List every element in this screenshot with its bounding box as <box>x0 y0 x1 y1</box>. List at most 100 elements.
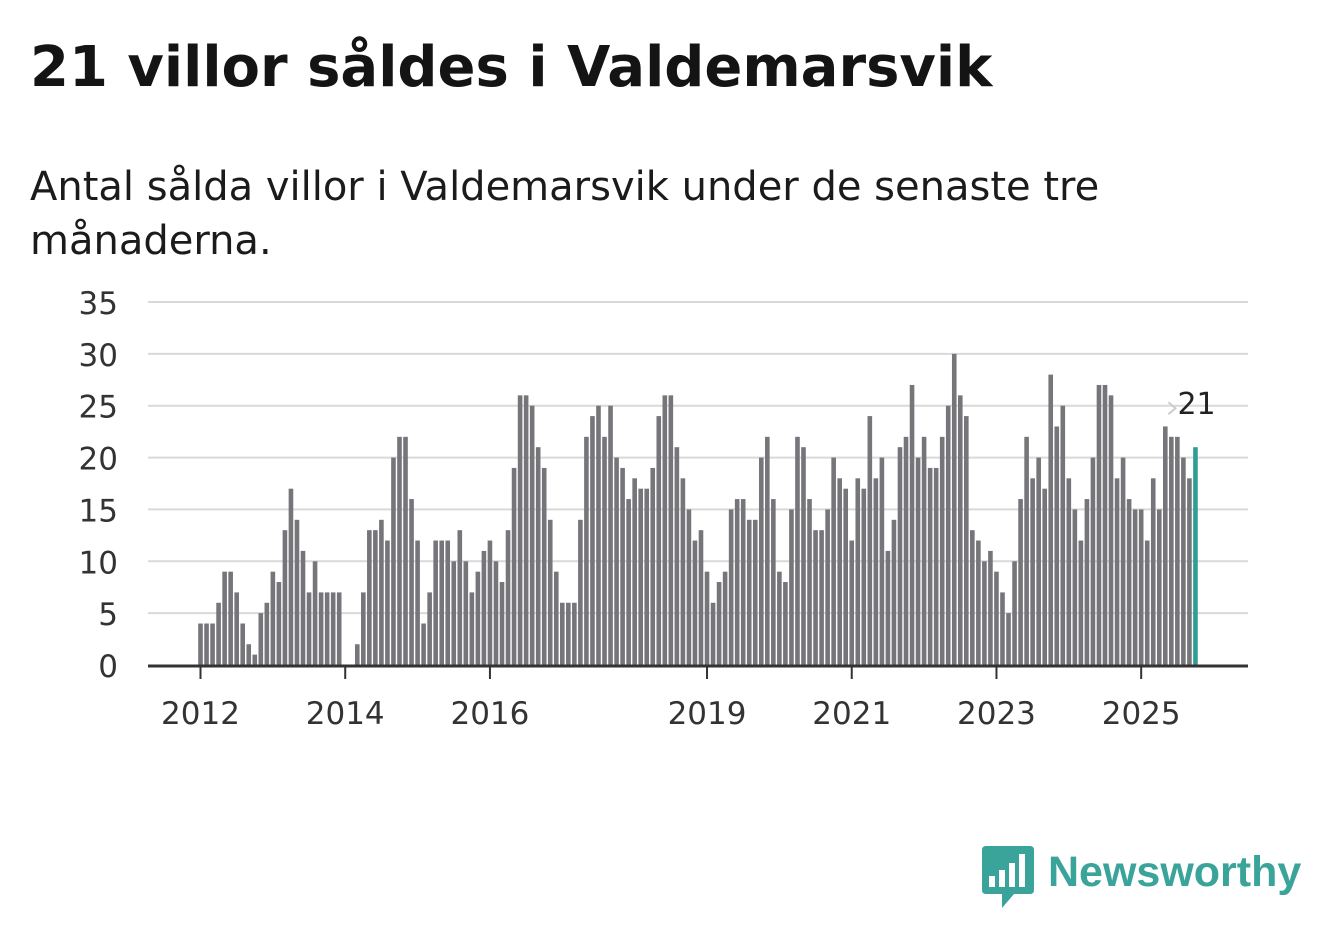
bar <box>481 550 487 665</box>
bar <box>1132 509 1138 665</box>
bar <box>499 582 505 665</box>
bar <box>765 436 770 665</box>
bar <box>1175 436 1180 665</box>
bar <box>885 550 891 665</box>
bar <box>752 519 758 665</box>
bar <box>933 467 939 665</box>
bar <box>674 447 680 665</box>
bar <box>945 405 951 665</box>
bar <box>1084 499 1090 665</box>
bar <box>330 592 336 665</box>
bar <box>523 395 529 665</box>
bar <box>873 478 879 665</box>
bar <box>433 540 438 665</box>
bar <box>445 540 451 665</box>
bar <box>596 405 601 665</box>
bar <box>831 457 836 665</box>
bar <box>861 488 867 665</box>
y-tick-label: 30 <box>79 338 118 374</box>
bar <box>964 416 969 665</box>
bar <box>409 499 414 665</box>
bar <box>1072 509 1078 665</box>
bar <box>354 644 360 665</box>
bar <box>553 571 559 665</box>
bar <box>505 530 511 665</box>
y-tick-label: 25 <box>79 390 118 426</box>
bar <box>276 582 282 665</box>
bar <box>560 602 565 665</box>
bars <box>198 353 1198 665</box>
bar <box>318 592 324 665</box>
bar <box>608 405 613 665</box>
bar <box>463 561 469 665</box>
bar <box>529 405 535 665</box>
bar <box>970 530 975 665</box>
bar <box>903 436 909 665</box>
bar-chart-bubble-icon <box>982 846 1034 908</box>
bar <box>1066 478 1072 665</box>
bar <box>783 582 788 665</box>
bar <box>300 550 306 665</box>
bar <box>927 467 933 665</box>
bar <box>403 436 408 665</box>
bar <box>813 530 818 665</box>
bar <box>397 436 402 665</box>
bar <box>686 509 692 665</box>
bar <box>704 571 710 665</box>
x-axis-labels: 2012 2014 2016 2019 2021 2023 2025 <box>161 667 1181 732</box>
x-tick-label: 2021 <box>812 696 891 732</box>
bar <box>584 436 589 665</box>
bar <box>1144 540 1150 665</box>
bar <box>680 478 686 665</box>
bar <box>879 457 885 665</box>
bar <box>728 509 734 665</box>
bar <box>1018 499 1023 665</box>
bar <box>541 467 547 665</box>
bar-latest <box>1193 447 1198 665</box>
bar <box>1060 405 1066 665</box>
bar <box>1012 561 1017 665</box>
annotations: 21 <box>1167 387 1216 422</box>
bar <box>511 467 517 665</box>
bar <box>234 592 239 665</box>
bar <box>988 550 993 665</box>
bar <box>614 457 619 665</box>
bar <box>891 519 897 665</box>
bar <box>692 540 698 665</box>
bar <box>294 519 300 665</box>
bar <box>1078 540 1084 665</box>
bar <box>1036 457 1041 665</box>
bar <box>1120 457 1126 665</box>
bar <box>1150 478 1156 665</box>
newsworthy-logo: Newsworthy <box>982 846 1301 910</box>
bar <box>734 499 740 665</box>
bar <box>246 644 252 665</box>
bar <box>1042 488 1047 665</box>
bar <box>578 519 583 665</box>
bar <box>1138 509 1144 665</box>
x-tick-label: 2019 <box>668 696 747 732</box>
bar <box>264 602 270 665</box>
bar <box>1169 436 1174 665</box>
bar <box>638 488 643 665</box>
bar <box>1090 457 1096 665</box>
brand-name: Newsworthy <box>1048 848 1302 896</box>
bar <box>698 530 704 665</box>
bar <box>312 561 318 665</box>
x-tick-label: 2014 <box>306 696 385 732</box>
x-tick-label: 2023 <box>957 696 1036 732</box>
bar <box>385 540 390 665</box>
bar <box>1000 592 1005 665</box>
bar <box>1114 478 1120 665</box>
y-tick-label: 20 <box>79 442 118 478</box>
x-tick-label: 2012 <box>161 696 240 732</box>
bar <box>789 509 794 665</box>
y-tick-label: 15 <box>79 493 118 529</box>
bar <box>1126 499 1132 665</box>
bar <box>517 395 523 665</box>
bar <box>288 488 294 665</box>
bar <box>415 540 420 665</box>
bar <box>849 540 855 665</box>
y-axis-labels: 0 5 10 15 20 25 30 35 <box>79 286 118 685</box>
bar <box>336 592 342 665</box>
